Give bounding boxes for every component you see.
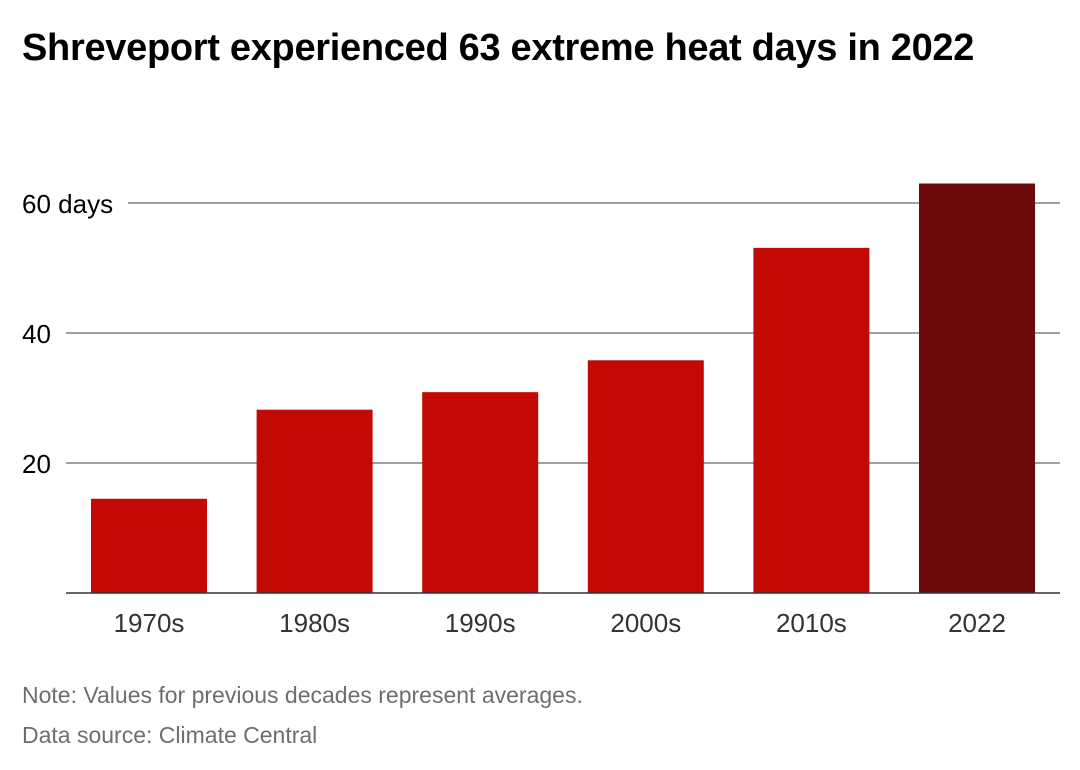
bar-1980s: [256, 409, 373, 593]
y-axis-labels: 20 40 60 days: [22, 189, 113, 479]
x-tick-label-1990s: 1990s: [445, 608, 516, 638]
x-tick-label-1980s: 1980s: [279, 608, 350, 638]
bar-2000s: [587, 360, 704, 593]
chart-title: Shreveport experienced 63 extreme heat d…: [22, 27, 975, 69]
bar-1990s: [422, 392, 539, 593]
y-tick-label-40: 40: [22, 319, 51, 349]
x-tick-label-1970s: 1970s: [114, 608, 185, 638]
data-source: Data source: Climate Central: [22, 722, 318, 748]
bar-1970s: [91, 498, 207, 593]
chart-note: Note: Values for previous decades repres…: [22, 682, 583, 708]
bar-2010s: [753, 247, 870, 593]
x-tick-label-2000s: 2000s: [610, 608, 681, 638]
x-tick-label-2010s: 2010s: [776, 608, 847, 638]
y-tick-label-20: 20: [22, 449, 51, 479]
bars: [91, 183, 1035, 593]
x-tick-label-2022: 2022: [948, 608, 1006, 638]
gridlines: [66, 202, 1060, 464]
bar-2022: [919, 183, 1035, 593]
x-axis-labels: 1970s 1980s 1990s 2000s 2010s 2022: [114, 608, 1006, 638]
y-tick-label-60: 60 days: [22, 189, 113, 219]
